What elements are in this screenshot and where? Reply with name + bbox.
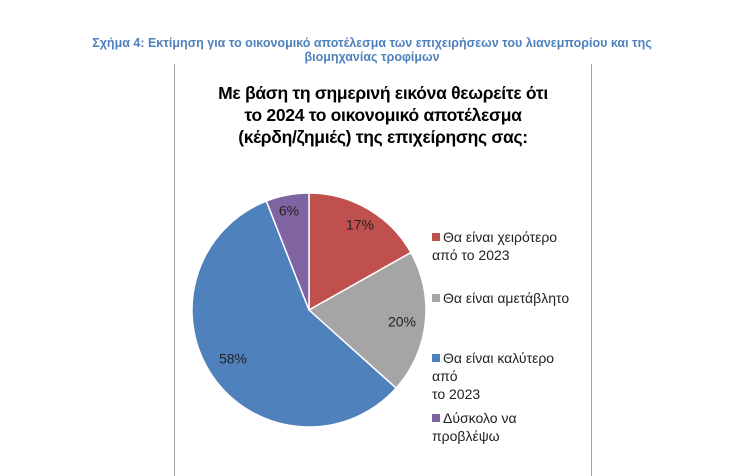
legend-swatch [432, 294, 440, 302]
data-label: 17% [346, 217, 374, 233]
chart-title-line: Με βάση τη σημερινή εικόνα θεωρείτε ότι [218, 83, 548, 103]
caption-line-1: Σχήμα 4: Εκτίμηση για το οικονομικό αποτ… [92, 36, 652, 50]
legend-label: το 2023 [432, 386, 481, 402]
legend-label: Θα είναι χειρότερο [443, 229, 558, 245]
legend-item: Θα είναι αμετάβλητο [432, 289, 582, 307]
chart-frame [174, 64, 592, 476]
pie-slice [308, 192, 412, 312]
legend-item: Θα είναι χειρότερο από το 2023 [432, 228, 582, 264]
legend-label: Δύσκολο να [443, 410, 517, 426]
legend-item: Θα είναι καλύτερο από το 2023 [432, 349, 582, 403]
data-label: 20% [388, 314, 416, 330]
chart-title: Με βάση τη σημερινή εικόνα θεωρείτε ότι … [174, 82, 592, 148]
legend-label: από το 2023 [432, 247, 510, 263]
legend-label: Θα είναι καλύτερο από [432, 350, 555, 384]
legend-item: Δύσκολο να προβλέψω [432, 409, 582, 445]
figure-caption: Σχήμα 4: Εκτίμηση για το οικονομικό αποτ… [0, 36, 744, 64]
legend-swatch [432, 414, 440, 422]
data-label: 58% [219, 351, 247, 367]
legend-swatch [432, 233, 440, 241]
legend-swatch [432, 354, 440, 362]
legend-label: Θα είναι αμετάβλητο [443, 290, 570, 306]
pie-slice [265, 192, 310, 311]
data-label: 6% [279, 203, 299, 219]
legend-label: προβλέψω [432, 428, 500, 444]
chart-title-line: (κέρδη/ζημιές) της επιχείρησης σας: [238, 127, 528, 147]
pie-slice [191, 200, 398, 428]
pie-slice [307, 251, 427, 390]
caption-line-2: βιομηχανίας τροφίμων [304, 50, 440, 64]
chart-title-line: το 2024 το οικονομικό αποτέλεσμα [244, 105, 522, 125]
